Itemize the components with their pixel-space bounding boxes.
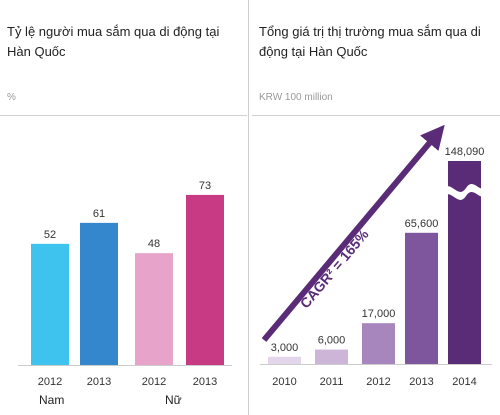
bar-value-label: 73 (199, 180, 211, 192)
x-tick-label: 2012 (38, 376, 62, 388)
bar-value-label: 61 (93, 208, 105, 220)
bar-value-label: 17,000 (362, 308, 396, 320)
bar-nữ-2013 (186, 194, 224, 365)
bar-value-label: 65,600 (405, 218, 439, 230)
growth-arrow (261, 124, 445, 342)
bar-2010 (268, 356, 301, 364)
x-tick-label: 2012 (366, 376, 390, 388)
x-tick-label: 2012 (142, 376, 166, 388)
bar-value-label: 148,090 (445, 146, 485, 158)
bar-nam-2013 (80, 222, 118, 365)
bar-2013 (405, 232, 438, 364)
right-chart-title: Tổng giá trị thị trường mua sắm qua di đ… (259, 24, 481, 59)
bar-2011 (315, 349, 348, 364)
x-tick-label: 2011 (320, 376, 344, 388)
right-chart-panel: Tổng giá trị thị trường mua sắm qua di đ… (252, 0, 500, 415)
right-bar-chart: CAGR² = 165% 3,000 2010 6,000 2011 17,000 2012… (260, 124, 492, 388)
bar-value-label: 48 (148, 238, 160, 250)
left-bar-chart: 52 2012 61 2013 48 2012 73 2013 (18, 180, 232, 388)
right-chart-unit: KRW 100 million (259, 92, 333, 103)
axis-break-mark (442, 184, 488, 200)
right-top-rule (252, 115, 500, 116)
bar-2012 (362, 323, 395, 364)
left-chart-title: Tỷ lệ người mua sắm qua di động tại Hàn … (7, 24, 220, 59)
bar-value-label: 6,000 (318, 335, 346, 347)
x-tick-label: 2010 (272, 376, 296, 388)
bar-nữ-2012 (135, 253, 173, 365)
x-tick-label: 2014 (452, 376, 476, 388)
x-tick-label: 2013 (193, 376, 217, 388)
bar-value-label: 3,000 (271, 342, 299, 354)
left-top-rule (0, 115, 247, 116)
bar-nam-2012 (31, 243, 69, 365)
left-chart-unit: % (7, 92, 16, 103)
left-chart-panel: Tỷ lệ người mua sắm qua di động tại Hàn … (0, 0, 247, 415)
x-tick-label: 2013 (87, 376, 111, 388)
group-label-nu: Nữ (165, 393, 182, 407)
panel-divider (248, 0, 249, 415)
bar-value-label: 52 (44, 229, 56, 241)
x-tick-label: 2013 (409, 376, 433, 388)
group-label-nam: Nam (39, 393, 65, 407)
cagr-annotation: CAGR² = 165% (297, 226, 372, 312)
